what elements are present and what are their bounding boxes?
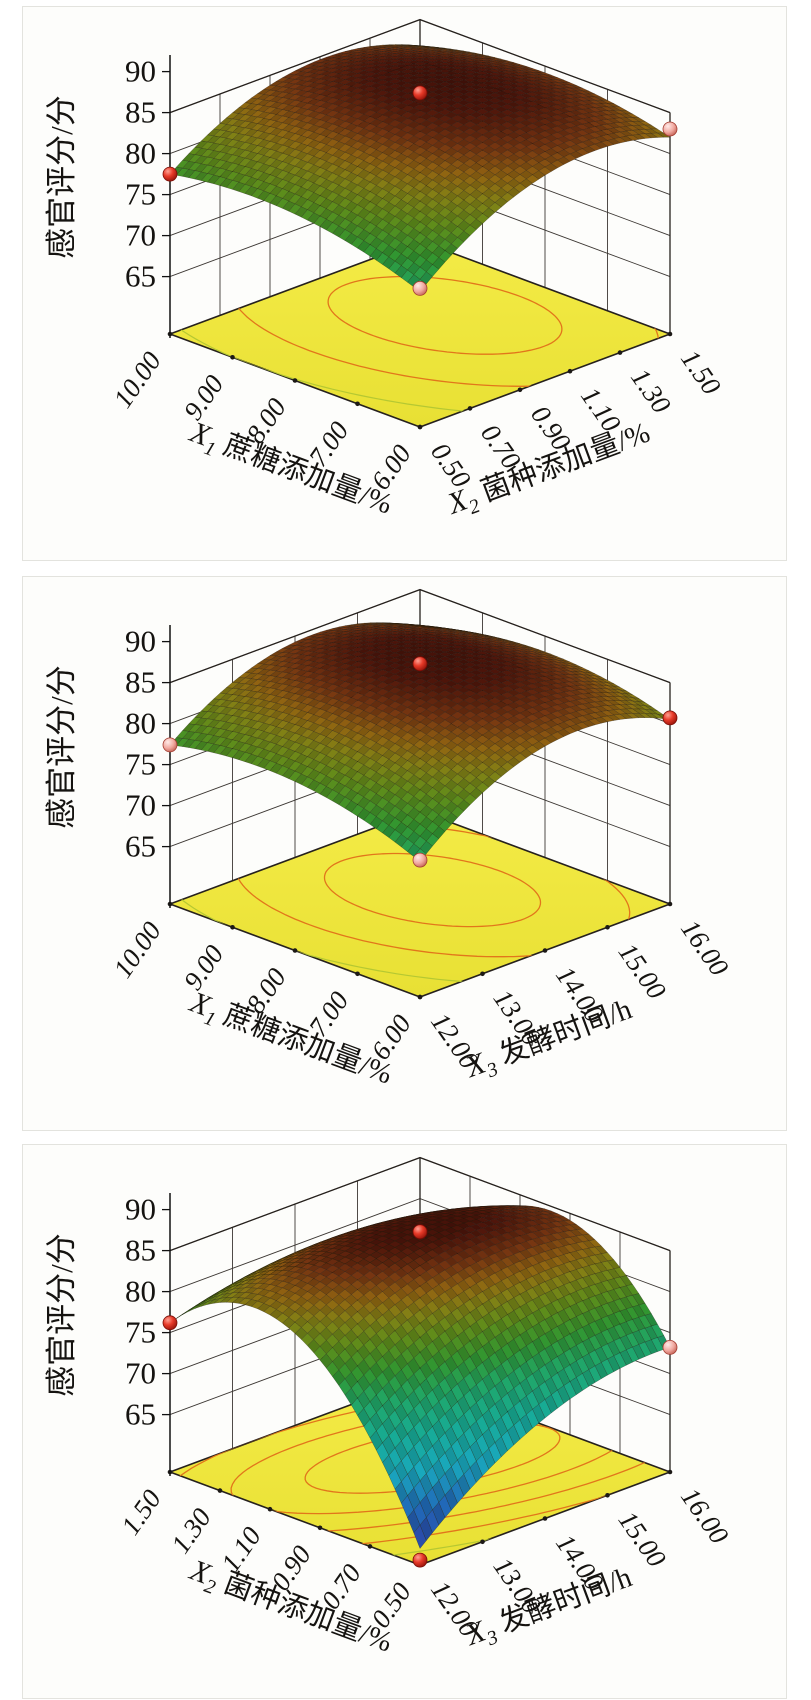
- z-axis-tick-label: 90: [125, 54, 156, 89]
- z-axis: 65 70 75 80 85 90: [125, 624, 171, 908]
- z-axis-tick-label: 65: [125, 259, 156, 294]
- right-axis-tick-label: 1.50: [675, 344, 727, 400]
- floor-axis-tick-dots: [167, 901, 673, 1000]
- surface-mesh: [169, 44, 671, 292]
- z-axis-tick-label: 70: [125, 1356, 156, 1391]
- z-axis-tick-label: 85: [125, 665, 156, 700]
- z-axis-tick-label: 65: [125, 829, 156, 864]
- design-point: [162, 1315, 178, 1331]
- design-point: [162, 737, 178, 753]
- floor-axis-tick-dots: [167, 331, 673, 430]
- z-axis-tick-label: 80: [125, 1274, 156, 1309]
- right-axis-title: X3 发酵时间/h: [460, 1560, 638, 1657]
- left-axis-title: X1 蔗糖添加量/%: [183, 415, 397, 525]
- left-axis-tick-label: 10.00: [107, 916, 167, 983]
- z-axis-tick-label: 85: [125, 1233, 156, 1268]
- design-points: [162, 1224, 678, 1568]
- design-point: [412, 280, 428, 296]
- z-axis-tick-label: 80: [125, 706, 156, 741]
- design-point: [412, 1552, 428, 1568]
- surface-mesh: [169, 622, 671, 862]
- z-axis-tick-label: 80: [125, 136, 156, 171]
- design-point: [662, 121, 678, 137]
- z-axis-title: 感官评分/分: [44, 665, 79, 829]
- z-axis-tick-label: 90: [125, 1192, 156, 1227]
- z-axis-title: 感官评分/分: [44, 1233, 79, 1397]
- right-axis-title: X3 发酵时间/h: [460, 992, 638, 1089]
- z-axis-tick-label: 65: [125, 1397, 156, 1432]
- design-points: [162, 85, 678, 296]
- z-axis-tick-label: 70: [125, 218, 156, 253]
- z-axis-tick-label: 75: [125, 1315, 156, 1350]
- z-axis-title: 感官评分/分: [44, 95, 79, 259]
- left-axis-tick-label: 1.50: [115, 1484, 167, 1540]
- surface-mesh: [169, 1205, 671, 1549]
- response-surface-panel-1: 65 70 75 80 85 90 感官评分/分 10.00 9.00 8.00 7.00 6.00 0…: [22, 6, 787, 561]
- design-point: [412, 656, 428, 672]
- design-point: [412, 852, 428, 868]
- right-axis-tick-label: 16.00: [675, 1482, 735, 1549]
- right-axis-tick-label: 1.30: [625, 363, 677, 419]
- surface-plot-x2-x3: 657075808590感官评分/分1.501.301.100.900.700.…: [44, 1156, 735, 1659]
- z-axis: 65 70 75 80 85 90: [125, 54, 171, 338]
- design-point: [662, 1339, 678, 1355]
- design-point: [412, 85, 428, 101]
- response-surface-panel-2: 65 70 75 80 85 90 感官评分/分 10.00 9.00 8.00 7.00 6.00 1…: [22, 576, 787, 1131]
- z-axis-tick-label: 70: [125, 788, 156, 823]
- response-surface-panel-3: 65 70 75 80 85 90 感官评分/分 1.50 1.30 1.10 0.90 0.70 0.…: [22, 1144, 787, 1699]
- design-point: [162, 166, 178, 182]
- design-point: [662, 710, 678, 726]
- design-point: [412, 1224, 428, 1240]
- z-axis-tick-label: 75: [125, 177, 156, 212]
- left-axis-tick-label: 10.00: [107, 346, 167, 413]
- z-axis-tick-label: 85: [125, 95, 156, 130]
- right-axis-tick-label: 0.50: [425, 437, 477, 493]
- z-axis-tick-label: 75: [125, 747, 156, 782]
- z-axis: 65 70 75 80 85 90: [125, 1192, 171, 1476]
- design-points: [162, 656, 678, 868]
- z-axis-tick-label: 90: [125, 624, 156, 659]
- left-axis-title: X1 蔗糖添加量/%: [183, 985, 397, 1095]
- right-axis-tick-label: 16.00: [675, 914, 735, 981]
- left-axis-tick-label: 1.30: [165, 1502, 217, 1558]
